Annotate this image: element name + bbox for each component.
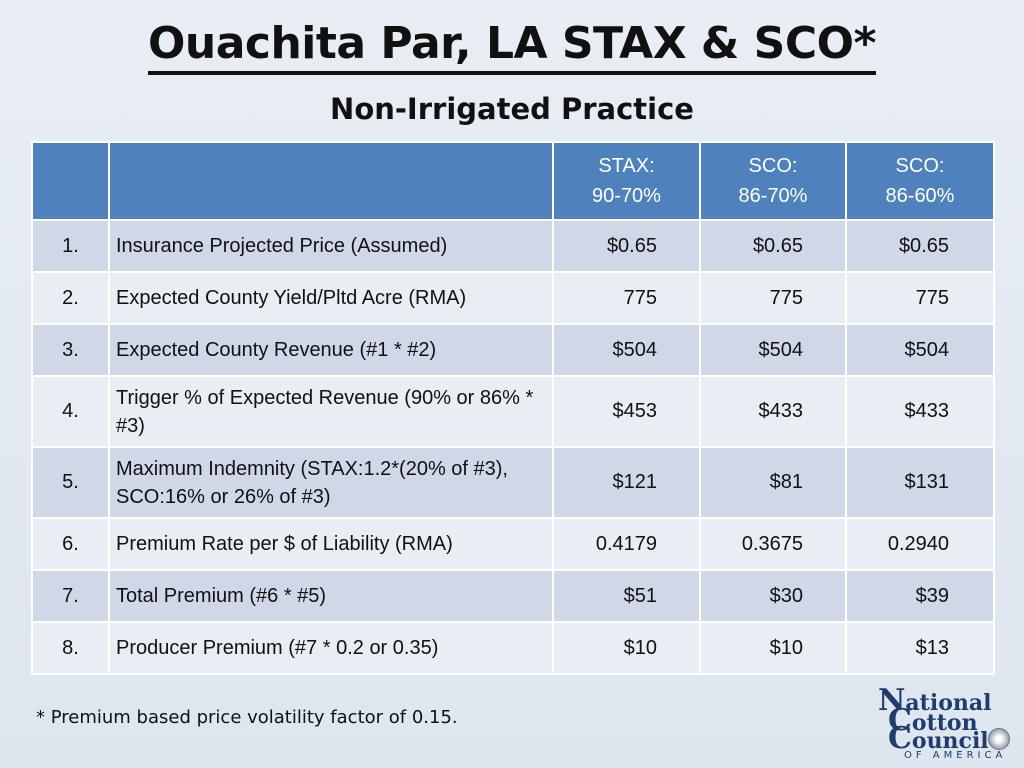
sco-60-value: $13 xyxy=(845,621,995,675)
header-sco70-line1: SCO: xyxy=(748,155,798,177)
table-row: 6. Premium Rate per $ of Liability (RMA)… xyxy=(31,517,995,571)
logo-line-council: Council xyxy=(888,724,989,754)
page-title: Ouachita Par, LA STAX & SCO* xyxy=(0,18,1024,75)
logo-seal-icon xyxy=(988,728,1010,750)
table-row: 3. Expected County Revenue (#1 * #2) $50… xyxy=(31,323,995,377)
header-sco70-line2: 86-70% xyxy=(738,185,808,207)
row-description: Premium Rate per $ of Liability (RMA) xyxy=(108,517,554,571)
row-number: 5. xyxy=(31,446,110,519)
row-description: Expected County Revenue (#1 * #2) xyxy=(108,323,554,377)
table-row: 1. Insurance Projected Price (Assumed) $… xyxy=(31,219,995,273)
stax-value: 775 xyxy=(552,271,701,325)
stax-sco-table: STAX: 90-70% SCO: 86-70% SCO: 86-60% 1. Ins… xyxy=(31,141,995,675)
row-number: 1. xyxy=(31,219,110,273)
sco-70-value: $10 xyxy=(699,621,847,675)
stax-value: $10 xyxy=(552,621,701,675)
stax-value: $504 xyxy=(552,323,701,377)
row-number: 7. xyxy=(31,569,110,623)
table-row: 8. Producer Premium (#7 * 0.2 or 0.35) $… xyxy=(31,621,995,675)
header-sco-60: SCO: 86-60% xyxy=(845,141,995,221)
row-description: Insurance Projected Price (Assumed) xyxy=(108,219,554,273)
logo-text-ational: ational xyxy=(905,690,992,716)
row-description: Expected County Yield/Pltd Acre (RMA) xyxy=(108,271,554,325)
stax-value: $51 xyxy=(552,569,701,623)
header-stax-line2: 90-70% xyxy=(592,185,661,207)
stax-value: $121 xyxy=(552,446,701,519)
header-row: STAX: 90-70% SCO: 86-70% SCO: 86-60% xyxy=(31,141,995,221)
row-number: 4. xyxy=(31,375,110,448)
row-number: 8. xyxy=(31,621,110,675)
sco-70-value: $504 xyxy=(699,323,847,377)
sco-60-value: 0.2940 xyxy=(845,517,995,571)
header-desc xyxy=(108,141,554,221)
logo-line-cotton: Cotton xyxy=(888,706,978,736)
row-number: 2. xyxy=(31,271,110,325)
sco-60-value: $39 xyxy=(845,569,995,623)
header-sco60-line1: SCO: xyxy=(895,155,945,177)
stax-value: $0.65 xyxy=(552,219,701,273)
sco-70-value: $0.65 xyxy=(699,219,847,273)
page-title-text: Ouachita Par, LA STAX & SCO* xyxy=(147,18,877,75)
logo-text-otton: otton xyxy=(911,710,978,736)
header-stax: STAX: 90-70% xyxy=(552,141,701,221)
header-stax-line1: STAX: xyxy=(598,155,655,177)
header-sco60-line2: 86-60% xyxy=(885,185,955,207)
stax-value: 0.4179 xyxy=(552,517,701,571)
sco-60-value: 775 xyxy=(845,271,995,325)
table-row: 4. Trigger % of Expected Revenue (90% or… xyxy=(31,375,995,448)
sco-60-value: $504 xyxy=(845,323,995,377)
table-row: 7. Total Premium (#6 * #5) $51 $30 $39 xyxy=(31,569,995,623)
sco-70-value: 0.3675 xyxy=(699,517,847,571)
logo-letter-n: N xyxy=(878,683,906,718)
header-num xyxy=(31,141,110,221)
table-row: 2. Expected County Yield/Pltd Acre (RMA)… xyxy=(31,271,995,325)
row-description: Trigger % of Expected Revenue (90% or 86… xyxy=(108,375,554,448)
sco-70-value: $30 xyxy=(699,569,847,623)
row-description: Producer Premium (#7 * 0.2 or 0.35) xyxy=(108,621,554,675)
logo-text-ouncil: ouncil xyxy=(911,728,989,754)
sco-60-value: $131 xyxy=(845,446,995,519)
logo-line-national: National xyxy=(878,686,992,716)
row-description: Maximum Indemnity (STAX:1.2*(20% of #3),… xyxy=(108,446,554,519)
logo-letter-c2: C xyxy=(888,721,912,756)
national-cotton-council-logo: National Cotton Council OF AMERICA xyxy=(878,686,1018,764)
row-number: 3. xyxy=(31,323,110,377)
stax-value: $453 xyxy=(552,375,701,448)
logo-letter-c1: C xyxy=(888,703,912,738)
sco-60-value: $433 xyxy=(845,375,995,448)
table-row: 5. Maximum Indemnity (STAX:1.2*(20% of #… xyxy=(31,446,995,519)
sco-70-value: 775 xyxy=(699,271,847,325)
logo-subtitle: OF AMERICA xyxy=(904,750,1007,761)
page-subtitle: Non-Irrigated Practice xyxy=(330,92,694,126)
sco-70-value: $433 xyxy=(699,375,847,448)
row-number: 6. xyxy=(31,517,110,571)
row-description: Total Premium (#6 * #5) xyxy=(108,569,554,623)
header-sco-70: SCO: 86-70% xyxy=(699,141,847,221)
sco-70-value: $81 xyxy=(699,446,847,519)
sco-60-value: $0.65 xyxy=(845,219,995,273)
footnote: * Premium based price volatility factor … xyxy=(36,707,458,728)
